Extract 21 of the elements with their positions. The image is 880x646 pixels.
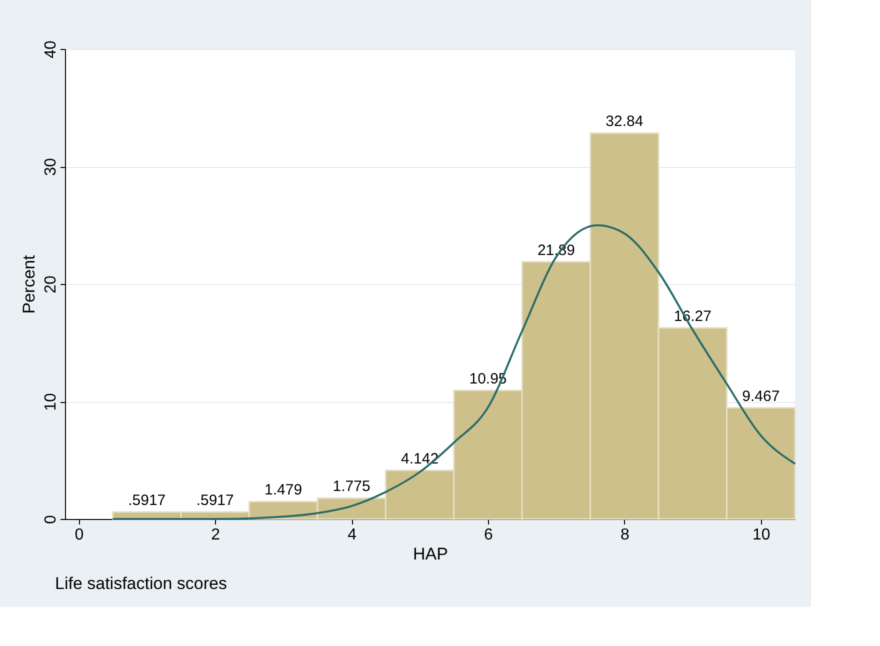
- x-tick-label: 4: [348, 526, 357, 544]
- data-label: 9.467: [742, 388, 780, 405]
- y-tick-label: 30: [42, 158, 60, 176]
- x-tick-label: 10: [752, 526, 770, 544]
- data-label: .5917: [128, 492, 166, 510]
- data-label: .5917: [196, 492, 234, 510]
- x-tick-label: 6: [484, 526, 494, 544]
- y-tick-label: 0: [42, 514, 60, 524]
- x-tick-label: 8: [620, 526, 630, 544]
- y-tick-label: 40: [42, 40, 60, 58]
- line-series: [112, 224, 796, 520]
- text: Life satisfaction scores: [55, 574, 227, 593]
- x-tick-label: 0: [74, 526, 84, 544]
- y-axis-title: Percent: [20, 254, 38, 314]
- x-tick-label: 2: [211, 526, 220, 544]
- data-label: 32.84: [606, 113, 644, 130]
- data-label: 1.775: [332, 478, 370, 496]
- y-tick-label: 20: [42, 276, 60, 294]
- x-axis-title: HAP: [413, 544, 448, 564]
- data-label: 1.479: [264, 482, 302, 499]
- y-tick-label: 10: [42, 393, 60, 411]
